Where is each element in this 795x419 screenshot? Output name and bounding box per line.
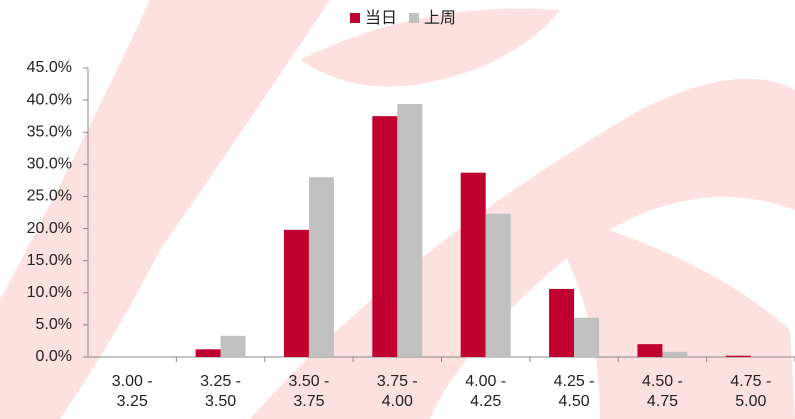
x-tick-label: 3.25 - 3.50 (200, 373, 242, 410)
legend-swatch (409, 13, 420, 23)
legend-label: 上周 (424, 9, 456, 27)
x-tick-label: 3.75 - 4.00 (376, 373, 418, 410)
bar (662, 351, 688, 357)
x-tick-label: 3.50 - 3.75 (288, 373, 330, 410)
y-tick-label: 35.0% (27, 123, 72, 140)
x-tick-label: 4.00 - 4.25 (465, 373, 507, 410)
bar (372, 116, 398, 358)
y-tick-label: 10.0% (27, 284, 72, 301)
y-tick-label: 0.0% (36, 348, 72, 365)
bar (220, 335, 246, 357)
x-tick-label: 4.50 - 4.75 (641, 373, 683, 410)
x-tick-label: 4.25 - 4.50 (553, 373, 595, 410)
bar (574, 317, 600, 357)
legend-label: 当日 (365, 9, 397, 27)
bar (195, 349, 221, 357)
x-tick-label: 4.75 - 5.00 (730, 373, 772, 410)
y-tick-label: 30.0% (27, 156, 72, 173)
bar (485, 213, 511, 357)
bar (283, 229, 309, 357)
y-tick-label: 15.0% (27, 252, 72, 269)
bar (397, 103, 423, 357)
bar (637, 344, 663, 357)
bar (308, 177, 334, 357)
y-tick-label: 45.0% (27, 59, 72, 76)
watermark-shape (540, 210, 795, 419)
y-tick-label: 20.0% (27, 220, 72, 237)
bar (460, 172, 486, 357)
y-tick-label: 5.0% (36, 316, 72, 333)
y-tick-label: 40.0% (27, 91, 72, 108)
legend-swatch (350, 13, 360, 23)
watermark-shape (300, 8, 560, 87)
bar (725, 355, 751, 357)
x-tick-label: 3.00 - 3.25 (111, 373, 153, 410)
bar (549, 288, 575, 357)
y-tick-label: 25.0% (27, 188, 72, 205)
watermark-shape (0, 0, 330, 419)
